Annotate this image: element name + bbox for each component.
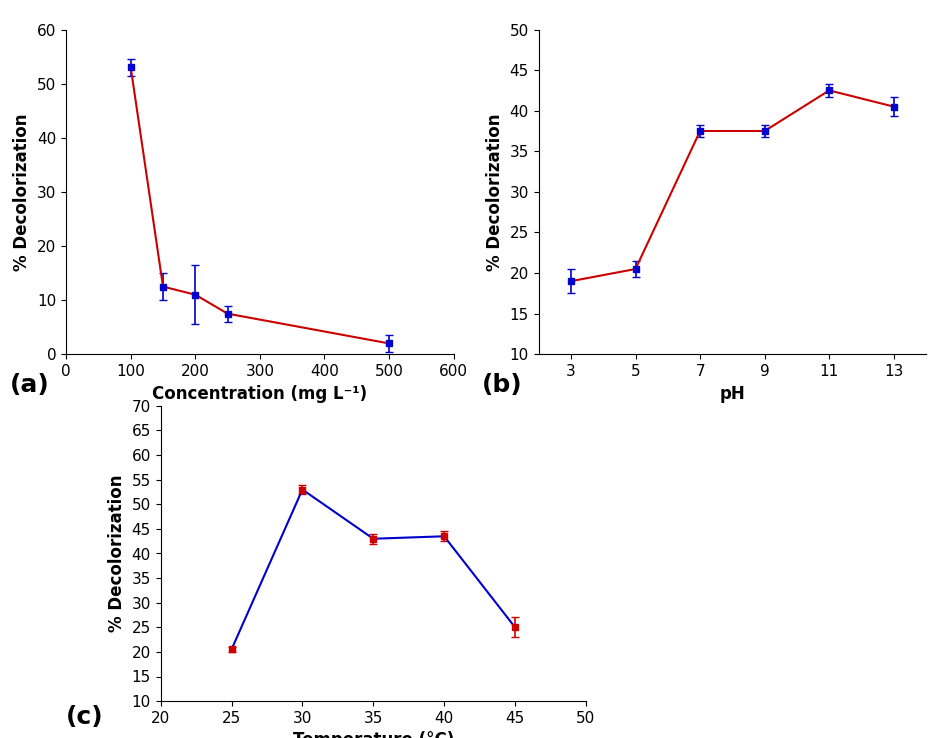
Y-axis label: % Decolorization: % Decolorization [485, 113, 503, 271]
Y-axis label: % Decolorization: % Decolorization [108, 475, 126, 632]
Text: (c): (c) [66, 705, 104, 729]
Text: (b): (b) [481, 373, 522, 397]
Y-axis label: % Decolorization: % Decolorization [13, 113, 31, 271]
X-axis label: Temperature (°C): Temperature (°C) [293, 731, 453, 738]
Text: (a): (a) [9, 373, 49, 397]
X-axis label: pH: pH [718, 384, 745, 402]
X-axis label: Concentration (mg L⁻¹): Concentration (mg L⁻¹) [152, 384, 367, 402]
